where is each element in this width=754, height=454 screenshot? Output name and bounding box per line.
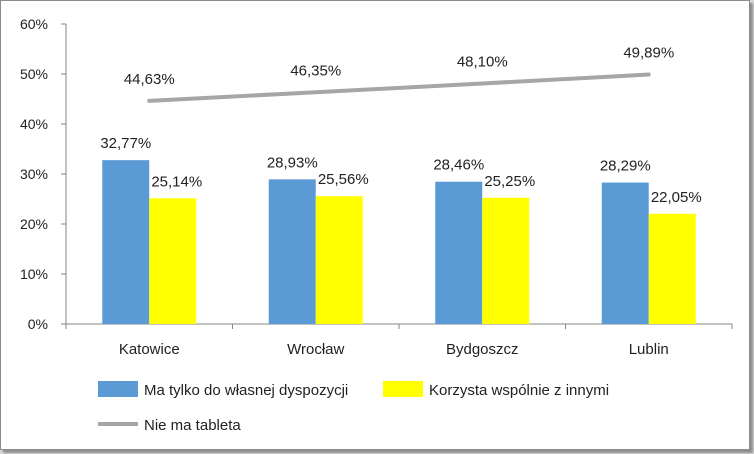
legend-label: Nie ma tableta bbox=[144, 417, 241, 434]
data-label: 46,35% bbox=[290, 62, 341, 79]
x-tick-label: Bydgoszcz bbox=[446, 341, 519, 358]
y-tick-label: 40% bbox=[20, 116, 48, 132]
y-tick-label: 0% bbox=[28, 316, 48, 332]
bars bbox=[102, 160, 696, 324]
bar bbox=[315, 196, 363, 324]
data-label: 25,14% bbox=[151, 173, 202, 190]
legend-swatch bbox=[383, 381, 423, 397]
bar bbox=[435, 181, 483, 324]
data-label: 28,93% bbox=[267, 154, 318, 171]
data-label: 48,10% bbox=[457, 54, 508, 71]
data-label: 32,77% bbox=[100, 135, 151, 152]
legend-label: Ma tylko do własnej dyspozycji bbox=[144, 382, 348, 399]
line-series bbox=[147, 72, 651, 103]
data-label: 28,46% bbox=[433, 157, 484, 174]
data-label: 44,63% bbox=[124, 71, 175, 88]
data-label: 49,89% bbox=[623, 45, 674, 62]
data-labels: 32,77% 25,14% 28,93%25,56% 28,46%25,25% 28,2… bbox=[100, 45, 701, 206]
line-path bbox=[147, 72, 651, 103]
axes: 0% 10% 20% 30% 40% 50% 60% Katowice Wrocław Bydgo… bbox=[20, 16, 733, 358]
data-label: 25,56% bbox=[318, 171, 369, 188]
x-tick-label: Katowice bbox=[119, 341, 180, 358]
data-label: 22,05% bbox=[651, 189, 702, 206]
y-tick-label: 20% bbox=[20, 216, 48, 232]
x-tick-label: Wrocław bbox=[287, 341, 344, 358]
legend-swatch bbox=[98, 381, 138, 397]
bar bbox=[601, 182, 649, 324]
legend-label: Korzysta wspólnie z innymi bbox=[429, 382, 609, 399]
x-tick-label: Lublin bbox=[629, 341, 669, 358]
bar bbox=[482, 197, 530, 324]
y-tick-label: 50% bbox=[20, 66, 48, 82]
data-label: 25,25% bbox=[484, 173, 535, 190]
bar bbox=[648, 213, 696, 324]
bar bbox=[268, 179, 316, 324]
data-label: 28,29% bbox=[600, 158, 651, 175]
legend: Ma tylko do własnej dyspozycji Korzysta w… bbox=[98, 381, 609, 434]
bar bbox=[149, 198, 197, 324]
bar bbox=[102, 160, 150, 324]
y-tick-label: 60% bbox=[20, 16, 48, 32]
y-tick-label: 30% bbox=[20, 166, 48, 182]
y-tick-label: 10% bbox=[20, 266, 48, 282]
